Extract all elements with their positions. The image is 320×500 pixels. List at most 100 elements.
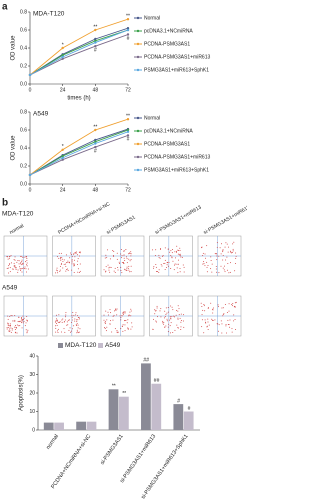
flow-dot [202, 309, 204, 311]
flow-dot [119, 315, 121, 317]
flow-dot [26, 260, 28, 262]
flow-dot [207, 307, 209, 309]
flow-dot [114, 310, 116, 312]
flow-dot [226, 243, 228, 245]
flow-dot [107, 264, 109, 266]
point [94, 37, 97, 41]
flow-dot [60, 259, 62, 261]
flow-dot [9, 263, 11, 265]
flow-dot [232, 243, 234, 245]
flow-dot [221, 323, 223, 325]
flow-dot [109, 266, 111, 268]
flow-dot [108, 267, 110, 269]
flow-dot [177, 317, 179, 319]
flow-dot [75, 253, 77, 255]
flow-dot [176, 309, 178, 311]
flow-dot [13, 258, 15, 260]
flow-dot [67, 260, 69, 262]
flow-dot [167, 311, 169, 313]
flow-dot [14, 326, 16, 328]
chart-title: MDA-T120 [33, 11, 65, 18]
x-tick-label: si-PSMG3AS1 [100, 434, 125, 466]
x-tick-label: si-PSMG3AS1+miR613 [119, 434, 157, 485]
series-line [29, 29, 129, 76]
flow-dot [78, 331, 80, 333]
flow-dot [76, 251, 78, 253]
flow-dot [126, 322, 128, 324]
x-tick-label: 48 [93, 87, 99, 93]
flow-dot [202, 252, 204, 254]
flow-dot [180, 326, 182, 328]
flow-dot [232, 248, 234, 250]
flow-dot [79, 263, 81, 265]
flow-dot [20, 262, 22, 264]
flow-dot [234, 263, 236, 265]
flow-dot [177, 305, 179, 307]
panel-label: b [2, 198, 8, 209]
flow-dot [174, 263, 176, 265]
flow-dot [204, 265, 206, 267]
flow-dot [11, 328, 13, 330]
flow-dot [109, 258, 111, 260]
flow-dot [220, 320, 222, 322]
annotation: # [188, 406, 191, 412]
flow-dot [76, 321, 78, 323]
flow-dot [123, 263, 125, 265]
flow-dot [127, 267, 129, 269]
flow-dot [76, 329, 78, 331]
flow-dot [104, 328, 106, 330]
flow-dot [67, 269, 69, 271]
flow-dot [130, 315, 132, 317]
flow-dot [215, 265, 217, 267]
flow-dot [21, 327, 23, 329]
flow-dot [183, 266, 185, 268]
flow-dot [23, 319, 25, 321]
flow-dot [73, 264, 75, 266]
flow-dot [215, 253, 217, 255]
flow-dot [70, 252, 72, 254]
flow-dot [220, 265, 222, 267]
point [61, 57, 64, 60]
x-tick-label: 0 [29, 187, 32, 193]
flow-dot [201, 247, 203, 249]
bar [173, 404, 184, 430]
x-tick-label: 0 [29, 87, 32, 93]
flow-dot [176, 267, 178, 269]
flow-dot [104, 322, 106, 324]
legend-label: Normal [144, 15, 160, 21]
flow-dot [228, 303, 230, 305]
flow-dot [217, 330, 219, 332]
flow-dot [231, 331, 233, 333]
flow-dot [206, 266, 208, 268]
flow-dot [224, 271, 226, 273]
flow-dot [105, 254, 107, 256]
legend-label: PSMG3AS1+miR613+SphK1 [144, 67, 209, 73]
legend-swatch [98, 343, 103, 348]
flow-dot [77, 271, 79, 273]
flow-dot [169, 332, 171, 334]
flow-dot [65, 265, 67, 267]
point [61, 46, 64, 50]
legend-label: PCDNA-PSMG3AS1+miR613 [144, 154, 210, 160]
flow-dot [203, 263, 205, 265]
flow-dot [15, 324, 17, 326]
flow-dot [166, 264, 168, 266]
flow-dot [129, 271, 131, 273]
flow-dot [165, 313, 167, 315]
flow-dot [25, 268, 27, 270]
flow-dot [121, 272, 123, 274]
flow-dot [14, 259, 16, 261]
flow-dot [223, 265, 225, 267]
flow-dot [162, 255, 164, 257]
flow-dot [201, 319, 203, 321]
legend-swatch [136, 168, 140, 172]
flow-dot [156, 271, 158, 273]
flow-dot [175, 314, 177, 316]
flow-dot [182, 320, 184, 322]
annotation: # [94, 148, 97, 154]
flow-dot [229, 271, 231, 273]
flow-dot [176, 263, 178, 265]
flow-dot [75, 312, 77, 314]
flow-dot [120, 328, 122, 330]
flow-dot [113, 255, 115, 257]
